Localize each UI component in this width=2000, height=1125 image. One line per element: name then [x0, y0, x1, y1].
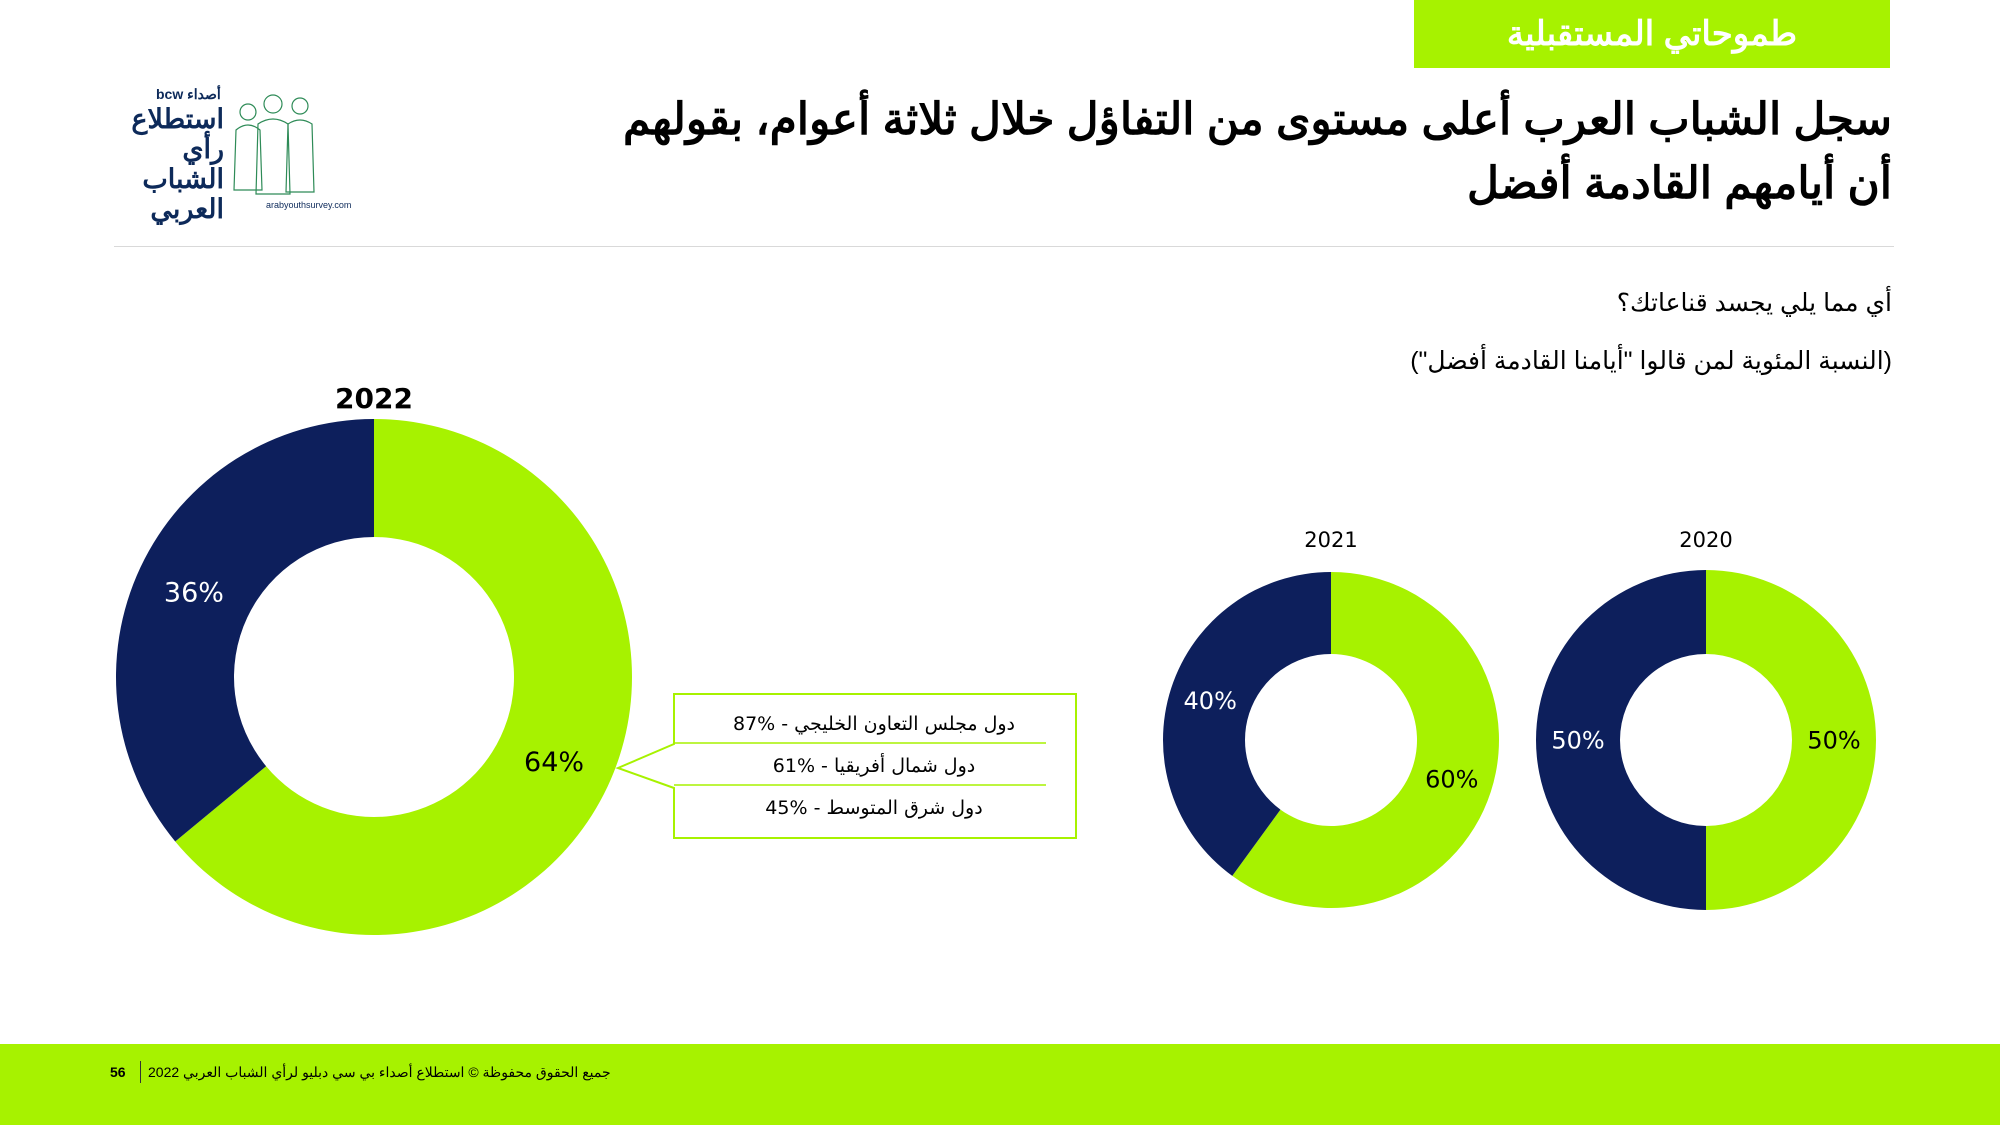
page-number: 56: [110, 1064, 126, 1080]
donut-charts: 64% 36% 2022 87% - دول مجلس التعاون الخليجي…: [115, 382, 1876, 936]
breakdown-row-1: 61% - دول شمال أفريقيا: [773, 753, 975, 777]
logo-line-3: العربي: [150, 194, 224, 224]
breakdown-row-0: 87% - دول مجلس التعاون الخليجي: [733, 713, 1015, 735]
donut-2022-slice-0: [175, 419, 632, 936]
donut-2022-title: 2022: [335, 382, 413, 415]
donut-2020-slice-0: [1706, 570, 1876, 910]
footer-copyright: جميع الحقوق محفوظة © استطلاع أصداء بي سي…: [148, 1064, 611, 1080]
logo-url: arabyouthsurvey.com: [266, 200, 352, 210]
donut-2021-slice-1: [1163, 572, 1331, 876]
donut-2022-label-0: 64%: [524, 747, 584, 778]
survey-question: أي مما يلي يجسد قناعاتك؟: [1616, 289, 1892, 317]
donut-2020-slice-1: [1536, 570, 1706, 910]
page-title: سجل الشباب العرب أعلى مستوى من التفاؤل خ…: [622, 95, 1892, 208]
section-tag: طموحاتي المستقبلية: [1414, 0, 1890, 68]
survey-logo: أصداء bcw استطلاع رأي الشباب العربي arab…: [112, 84, 362, 224]
donut-2022-label-1: 36%: [164, 578, 224, 609]
logo-text: استطلاع رأي الشباب العربي: [112, 104, 224, 224]
donut-2020-label-1: 50%: [1551, 726, 1604, 754]
youth-figures-icon: [233, 94, 315, 195]
donut-2021-slice-0: [1232, 572, 1500, 908]
donut-2021-label-1: 40%: [1184, 687, 1237, 715]
breakdown-row-2: 45% - دول شرق المتوسط: [765, 797, 982, 819]
donut-2021-label-0: 60%: [1425, 766, 1478, 794]
footer-bar: 56 جميع الحقوق محفوظة © استطلاع أصداء بي…: [0, 1044, 2000, 1125]
donut-2020-label-0: 50%: [1807, 726, 1860, 754]
donut-2022-slice-1: [115, 419, 375, 842]
survey-subnote: (النسبة المئوية لمن قالوا "أيامنا القادم…: [1410, 347, 1892, 375]
donut-2020-title: 2020: [1679, 528, 1732, 552]
logo-line-1: استطلاع: [131, 104, 224, 134]
logo-line-2: رأي الشباب: [142, 134, 224, 194]
footer-separator: [140, 1061, 141, 1083]
donut-2021-title: 2021: [1304, 528, 1357, 552]
breakdown-callout-box: [615, 693, 1077, 839]
header-divider: [114, 246, 1894, 247]
brand-label: أصداء bcw: [156, 86, 221, 102]
